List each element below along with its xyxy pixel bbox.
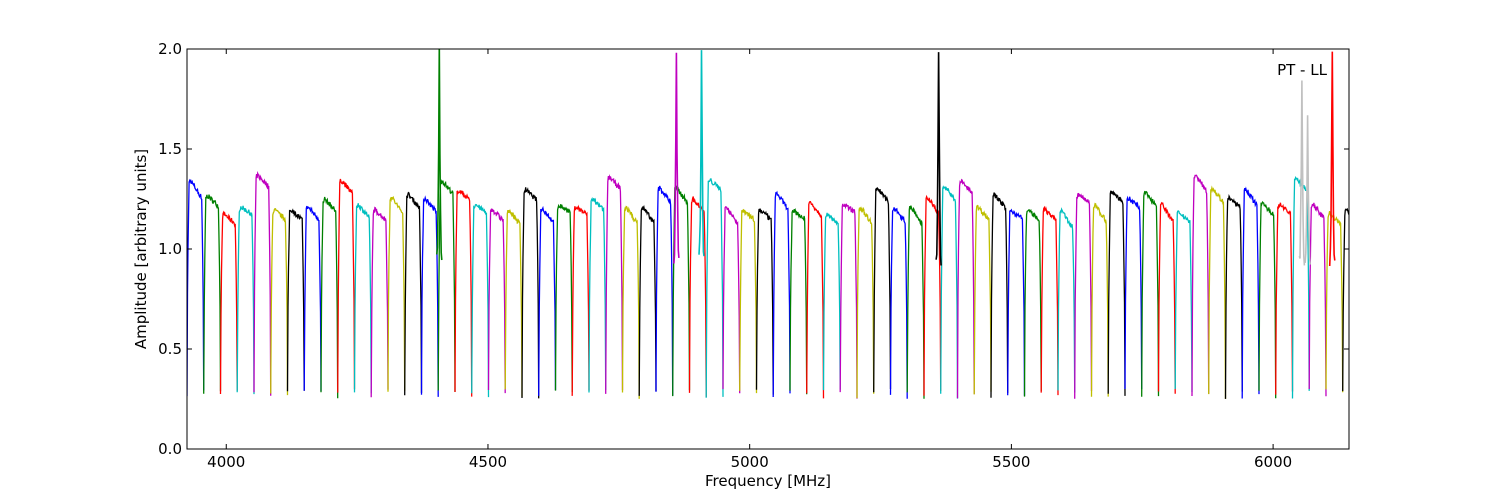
spike-trace — [1298, 80, 1306, 266]
channel-trace — [588, 196, 607, 393]
channel-trace — [1308, 202, 1327, 397]
y-tick-label: 2.0 — [158, 40, 182, 58]
channel-trace — [471, 203, 490, 398]
channel-trace — [1191, 174, 1210, 397]
channel-trace — [554, 203, 573, 393]
channel-trace — [940, 185, 959, 399]
x-tick-label: 4000 — [207, 453, 245, 471]
channel-trace — [856, 206, 875, 399]
channel-trace — [1124, 195, 1143, 390]
channel-trace — [1141, 190, 1160, 397]
channel-trace — [1241, 186, 1260, 399]
channel-trace — [1208, 185, 1227, 399]
spike-trace — [698, 50, 705, 257]
channel-trace — [806, 201, 825, 399]
channel-trace — [1275, 202, 1294, 395]
channel-trace — [1023, 208, 1042, 397]
channel-trace — [437, 178, 456, 392]
channel-trace — [337, 178, 356, 393]
channel-trace — [219, 210, 238, 395]
channel-trace — [387, 195, 406, 392]
channel-trace — [722, 206, 741, 394]
x-tick-label: 5000 — [731, 453, 769, 471]
channel-trace — [404, 191, 423, 396]
spike-trace — [1328, 51, 1336, 267]
channel-trace — [521, 187, 540, 399]
channel-trace — [1157, 201, 1176, 394]
y-tick-label: 0.0 — [158, 440, 182, 458]
channel-trace — [638, 204, 657, 396]
channel-trace — [621, 205, 640, 399]
y-tick-label: 1.5 — [158, 140, 182, 158]
channel-trace — [538, 205, 557, 396]
channel-trace — [739, 208, 758, 394]
panel-annotation: PT - LL — [1277, 61, 1328, 79]
channel-trace — [270, 208, 289, 396]
channel-trace — [1107, 190, 1126, 396]
channel-trace — [906, 205, 925, 399]
channel-trace — [420, 195, 439, 397]
channel-trace — [1040, 205, 1059, 396]
channel-trace — [236, 205, 255, 395]
channel-trace — [839, 203, 858, 399]
channel-trace — [487, 208, 506, 394]
channel-trace — [873, 186, 892, 393]
x-axis-label: Frequency [MHz] — [705, 472, 831, 490]
channel-trace — [755, 208, 774, 395]
channel-trace — [1224, 194, 1243, 399]
channel-trace — [504, 208, 523, 397]
channel-trace — [286, 208, 305, 392]
series-layer — [187, 170, 1349, 399]
tick-layer: 4000 4500 5000 5500 6000 0.0 0.5 1.0 1.5 2.0 — [158, 40, 1349, 471]
channel-trace — [1174, 210, 1193, 393]
y-tick-label: 1.0 — [158, 240, 182, 258]
channel-trace — [320, 196, 339, 399]
channel-trace — [973, 204, 992, 395]
channel-trace — [1007, 208, 1026, 396]
channel-trace — [571, 204, 590, 396]
spike-layer — [436, 49, 1336, 267]
x-tick-label: 5500 — [992, 453, 1030, 471]
channel-trace — [956, 178, 975, 399]
channel-trace — [1325, 210, 1344, 393]
channel-trace — [605, 174, 624, 394]
channel-trace — [1057, 207, 1076, 393]
channel-trace — [187, 178, 205, 397]
spike-trace — [673, 52, 680, 264]
channel-trace — [370, 206, 389, 398]
channel-trace — [990, 192, 1009, 398]
channel-trace — [253, 170, 272, 396]
y-tick-label: 0.5 — [158, 340, 182, 358]
channel-trace — [655, 185, 674, 396]
x-tick-label: 6000 — [1254, 453, 1292, 471]
channel-trace — [1074, 192, 1093, 399]
spike-trace — [935, 52, 942, 266]
channel-trace — [1090, 202, 1109, 397]
spike-trace — [436, 49, 443, 261]
channel-trace — [705, 178, 724, 398]
y-axis-label: Amplitude [arbitrary units] — [132, 149, 150, 349]
channel-trace — [889, 207, 908, 399]
channel-trace — [454, 190, 473, 397]
channel-trace — [203, 194, 222, 394]
channel-trace — [353, 203, 372, 394]
channel-trace — [772, 190, 791, 398]
channel-trace — [822, 212, 841, 391]
channel-trace — [789, 207, 808, 395]
spike-trace — [1304, 115, 1311, 265]
x-tick-label: 4500 — [469, 453, 507, 471]
channel-trace — [303, 205, 322, 392]
channel-trace — [1342, 207, 1349, 392]
channel-trace — [1258, 200, 1277, 399]
